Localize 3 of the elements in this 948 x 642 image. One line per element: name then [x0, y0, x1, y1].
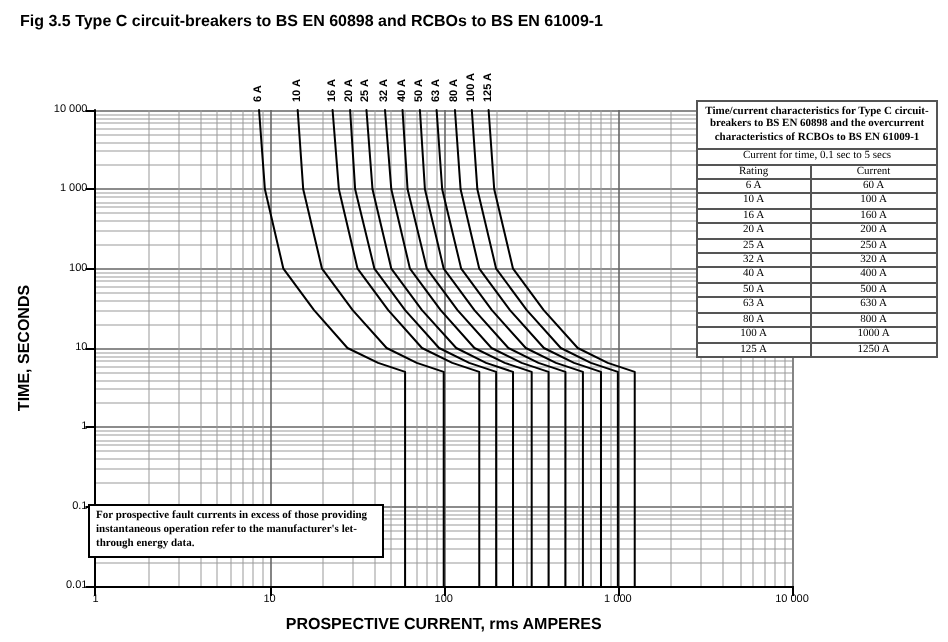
y-axis-title: TIME, SECONDS — [15, 283, 33, 412]
chart-title: Fig 3.5 Type C circuit-breakers to BS EN 60898 and RCBOs to BS EN 61009-1 — [20, 12, 604, 30]
x-axis-title: PROSPECTIVE CURRENT, rms AMPERES — [285, 614, 603, 633]
